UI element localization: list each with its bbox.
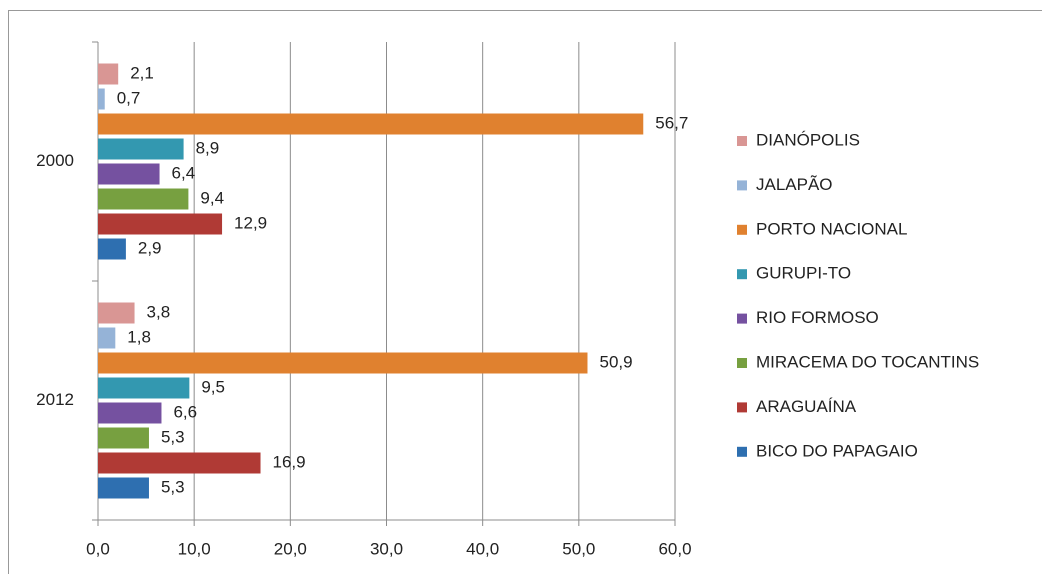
- legend-marker: [737, 402, 747, 413]
- bar: [98, 402, 162, 424]
- x-tick-label: 30,0: [370, 539, 403, 558]
- data-label: 6,4: [172, 163, 196, 182]
- bar: [98, 88, 105, 110]
- data-label: 16,9: [273, 452, 306, 471]
- bar: [98, 352, 588, 374]
- data-label: 9,5: [201, 377, 225, 396]
- bar: [98, 477, 149, 499]
- x-tick-label: 40,0: [466, 539, 499, 558]
- bar: [98, 138, 184, 160]
- legend-marker: [737, 224, 747, 235]
- bar: [98, 427, 149, 449]
- legend-marker: [737, 136, 747, 146]
- chart-frame: [8, 10, 1042, 574]
- y-tick-label: 2012: [36, 390, 74, 409]
- x-tick-label: 50,0: [562, 539, 595, 558]
- bar: [98, 377, 190, 399]
- data-label: 6,6: [173, 402, 197, 421]
- legend-marker: [737, 358, 747, 368]
- data-label: 3,8: [147, 302, 171, 321]
- bar: [98, 188, 189, 210]
- legend-label: PORTO NACIONAL: [756, 219, 907, 238]
- data-label: 9,4: [200, 188, 224, 207]
- legend-label: DIANÓPOLIS: [756, 130, 860, 149]
- x-tick-label: 60,0: [658, 539, 691, 558]
- bar: [98, 213, 223, 235]
- data-label: 2,1: [130, 63, 154, 82]
- data-label: 2,9: [138, 238, 162, 257]
- x-tick-label: 10,0: [178, 539, 211, 558]
- legend-label: GURUPI-TO: [756, 264, 851, 283]
- legend-marker: [737, 180, 747, 191]
- bar: [98, 238, 126, 260]
- x-tick-label: 0,0: [86, 539, 110, 558]
- bar: [98, 163, 160, 185]
- data-label: 56,7: [655, 113, 688, 132]
- data-label: 5,3: [161, 427, 185, 446]
- x-tick-label: 20,0: [274, 539, 307, 558]
- legend-label: BICO DO PAPAGAIO: [756, 441, 918, 460]
- data-label: 50,9: [599, 352, 632, 371]
- legend-label: ARAGUAÍNA: [756, 397, 857, 416]
- bar: [98, 327, 116, 349]
- bar: [98, 452, 261, 474]
- legend-marker: [737, 446, 747, 457]
- bar: [98, 113, 644, 135]
- legend-marker: [737, 313, 747, 324]
- data-label: 12,9: [234, 213, 267, 232]
- bar: [98, 302, 135, 324]
- data-label: 8,9: [196, 138, 220, 157]
- legend-marker: [737, 269, 747, 280]
- y-tick-label: 2000: [36, 151, 74, 170]
- data-label: 1,8: [127, 327, 151, 346]
- legend-label: JALAPÃO: [756, 175, 833, 194]
- legend-label: MIRACEMA DO TOCANTINS: [756, 352, 979, 371]
- data-label: 5,3: [161, 477, 185, 496]
- legend-label: RIO FORMOSO: [756, 308, 879, 327]
- data-label: 0,7: [117, 88, 141, 107]
- bar: [98, 63, 119, 85]
